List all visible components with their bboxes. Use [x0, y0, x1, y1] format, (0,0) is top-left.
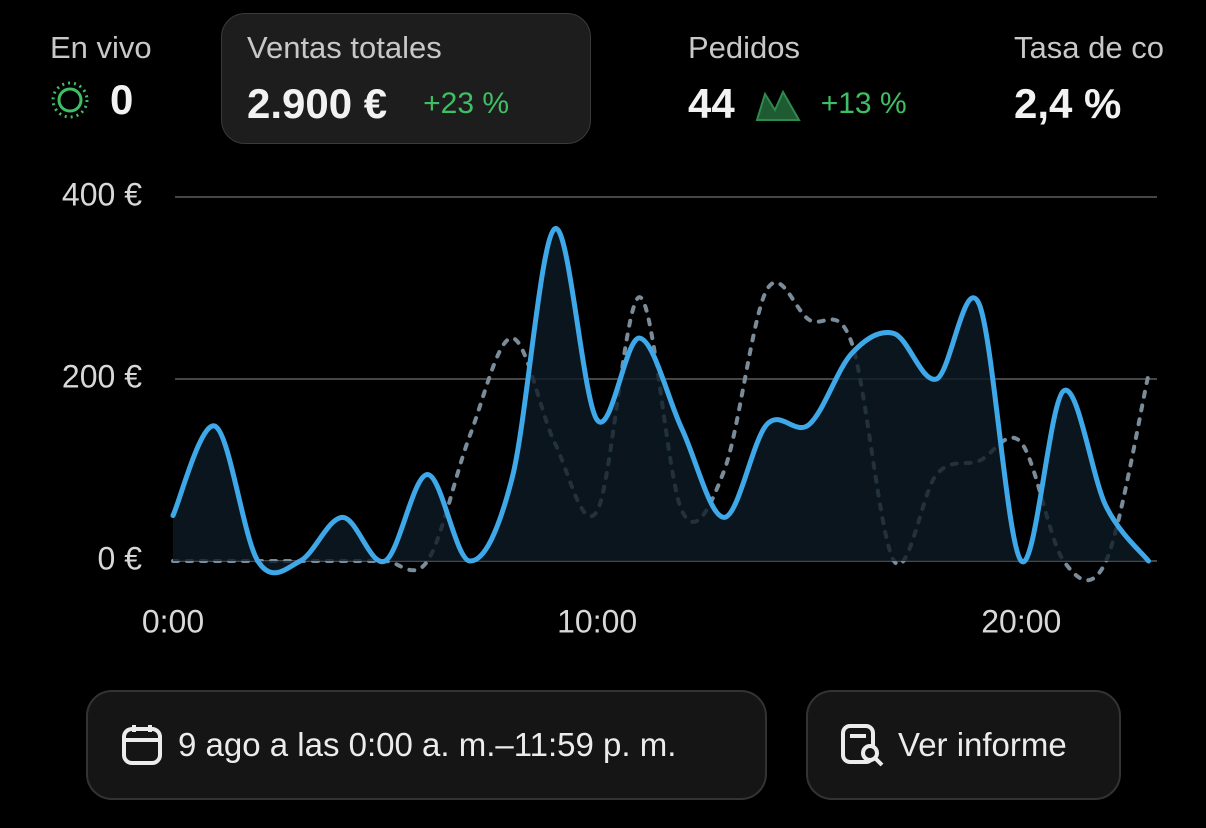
metric-label: Pedidos	[688, 30, 801, 65]
x-tick-label: 20:00	[981, 603, 1061, 639]
x-tick-label: 10:00	[557, 603, 637, 639]
metric-value: 44	[688, 80, 735, 127]
sales-line	[170, 226, 1152, 576]
live-icon	[51, 81, 89, 119]
chart: 0 € 200 € 400 € 0:00 10:00 20:00	[62, 176, 1157, 639]
area-fill	[173, 228, 1149, 573]
y-tick-label: 0 €	[98, 540, 143, 576]
metric[interactable]: Tasa de co 2,4 %	[1014, 30, 1164, 128]
metric-change: +23 %	[423, 87, 510, 120]
y-tick-label: 400 €	[62, 176, 142, 212]
metric[interactable]: En vivo 0	[50, 30, 152, 124]
metric-label: Ventas totales	[247, 30, 442, 65]
report-button[interactable]: Ver informe	[806, 690, 1121, 800]
y-tick-label: 200 €	[62, 358, 142, 394]
metric-value: 2.900 €	[247, 80, 388, 127]
metric-value: 2,4 %	[1014, 80, 1122, 127]
sparkline-icon	[755, 89, 801, 121]
selected-metric-card[interactable]	[221, 13, 591, 144]
metric-label: Tasa de co	[1014, 30, 1164, 65]
metric-value: 0	[110, 76, 134, 123]
metric[interactable]: Ventas totales 2.900 € +23 %	[247, 30, 509, 128]
date-range-text: 9 ago a las 0:00 a. m.–11:59 p. m.	[178, 726, 677, 763]
report-icon	[841, 724, 884, 767]
x-tick-label: 0:00	[142, 603, 204, 639]
date-range-button[interactable]: 9 ago a las 0:00 a. m.–11:59 p. m.	[86, 690, 767, 800]
calendar-icon	[122, 725, 162, 765]
metric-label: En vivo	[50, 30, 152, 65]
metric[interactable]: Pedidos 44 +13 %	[688, 30, 907, 128]
report-button-text: Ver informe	[898, 726, 1067, 763]
metric-change: +13 %	[820, 87, 907, 120]
